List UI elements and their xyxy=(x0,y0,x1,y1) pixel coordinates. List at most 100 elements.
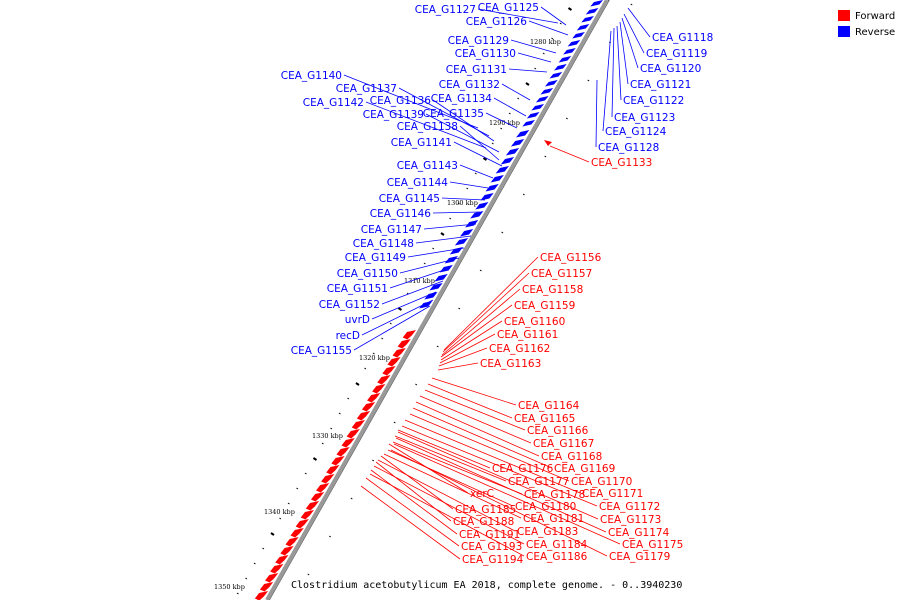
forward-gene xyxy=(290,528,304,538)
gene-label: CEA_G1162 xyxy=(489,343,550,355)
forward-gene xyxy=(331,456,345,466)
forward-gene xyxy=(402,330,416,340)
gene-label: CEA_G1149 xyxy=(345,252,406,264)
leader-line xyxy=(431,377,517,406)
leader-line xyxy=(549,145,590,163)
leader-line xyxy=(440,320,503,361)
gene-label: CEA_G1147 xyxy=(361,224,422,236)
leader-line xyxy=(441,288,521,356)
tick-mark xyxy=(287,502,290,505)
tick-mark xyxy=(253,562,256,565)
gene-label: CEA_G1174 xyxy=(608,527,670,539)
tick-mark xyxy=(355,382,360,386)
leader-line xyxy=(441,197,486,201)
leader-line xyxy=(611,27,615,118)
gene-label: CEA_G1166 xyxy=(527,425,589,437)
forward-gene xyxy=(336,447,350,457)
tick-mark xyxy=(270,532,275,536)
gene-label: CEA_G1194 xyxy=(462,554,524,566)
tick-label: 1300 kbp xyxy=(447,199,478,207)
gene-label: CEA_G1188 xyxy=(453,516,514,528)
tick-mark xyxy=(479,269,482,272)
gene-label: CEA_G1170 xyxy=(571,476,632,488)
leader-line xyxy=(399,257,460,274)
gene-label: CEA_G1118 xyxy=(652,32,713,44)
legend: Forward Reverse xyxy=(838,10,895,38)
leader-line xyxy=(508,68,548,73)
gene-label: CEA_G1169 xyxy=(554,463,615,475)
genome-caption: Clostridium acetobutylicum EA 2018, comp… xyxy=(291,580,682,591)
gene-label: CEA_G1130 xyxy=(455,48,516,60)
gene-label: CEA_G1120 xyxy=(640,63,701,75)
forward-gene xyxy=(372,384,386,394)
reverse-gene xyxy=(544,80,558,87)
forward-gene xyxy=(259,582,274,592)
gene-label: CEA_G1148 xyxy=(353,238,414,250)
leader-line xyxy=(380,455,454,510)
leader-line xyxy=(383,453,522,519)
tick-mark xyxy=(312,457,318,461)
forward-gene xyxy=(361,402,376,412)
forward-gene xyxy=(392,348,406,358)
reverse-gene xyxy=(576,24,590,31)
tick-mark xyxy=(551,37,554,40)
gene-label: CEA_G1141 xyxy=(391,137,452,149)
leader-line xyxy=(369,473,525,557)
leader-line xyxy=(375,461,452,522)
backbone-line xyxy=(265,0,609,600)
tick-mark xyxy=(567,7,573,11)
gene-label: CEA_G1168 xyxy=(541,451,602,463)
reverse-gene xyxy=(572,32,585,39)
leader-line xyxy=(427,383,513,419)
gene-label: CEA_G1184 xyxy=(526,539,588,551)
tick-mark xyxy=(262,547,265,550)
forward-gene xyxy=(285,537,299,547)
tick-mark xyxy=(559,22,562,25)
gene-label: CEA_G1124 xyxy=(605,126,667,138)
leader-line xyxy=(424,389,526,431)
tick-mark xyxy=(279,517,282,520)
reverse-gene xyxy=(526,112,540,119)
tick-label: 1320 kbp xyxy=(359,354,390,362)
reverse-gene xyxy=(465,220,479,228)
reverse-gene xyxy=(563,48,576,55)
leader-line xyxy=(343,74,479,129)
leader-line xyxy=(439,333,496,364)
gene-label: CEA_G1179 xyxy=(609,551,670,563)
leader-line xyxy=(459,164,494,179)
gene-label: CEA_G1127 xyxy=(415,4,476,16)
gene-label: CEA_G1151 xyxy=(327,283,388,295)
reverse-gene xyxy=(510,139,525,147)
forward-gene xyxy=(295,519,309,529)
gene-label: CEA_G1158 xyxy=(522,284,583,296)
leader-line xyxy=(449,181,489,189)
tick-mark xyxy=(389,322,392,325)
gene-features xyxy=(254,0,603,600)
forward-gene xyxy=(387,357,401,367)
tick-mark xyxy=(630,3,633,6)
tick-mark xyxy=(321,442,324,445)
leader-line xyxy=(477,8,559,24)
forward-gene xyxy=(265,573,279,583)
forward-gene xyxy=(326,465,340,475)
reverse-gene xyxy=(531,104,545,111)
leader-line xyxy=(419,395,532,444)
tick-mark xyxy=(307,573,310,576)
tick-mark xyxy=(522,193,525,196)
reverse-gene xyxy=(454,238,469,246)
tick-mark xyxy=(328,535,332,538)
leader-line xyxy=(540,6,567,26)
gene-label: CEA_G1128 xyxy=(598,142,659,154)
forward-gene xyxy=(254,591,269,600)
gene-label: CEA_G1125 xyxy=(478,2,539,14)
tick-label: 1290 kbp xyxy=(489,119,520,127)
leader-line xyxy=(438,347,488,367)
leader-line xyxy=(602,30,612,132)
tick-mark xyxy=(393,421,396,424)
gene-label: CEA_G1160 xyxy=(504,316,565,328)
leader-line xyxy=(392,441,523,495)
legend-label-forward: Forward xyxy=(855,11,895,22)
reverse-gene xyxy=(495,166,509,174)
reverse-gene xyxy=(581,16,594,23)
leader-line xyxy=(595,79,598,148)
